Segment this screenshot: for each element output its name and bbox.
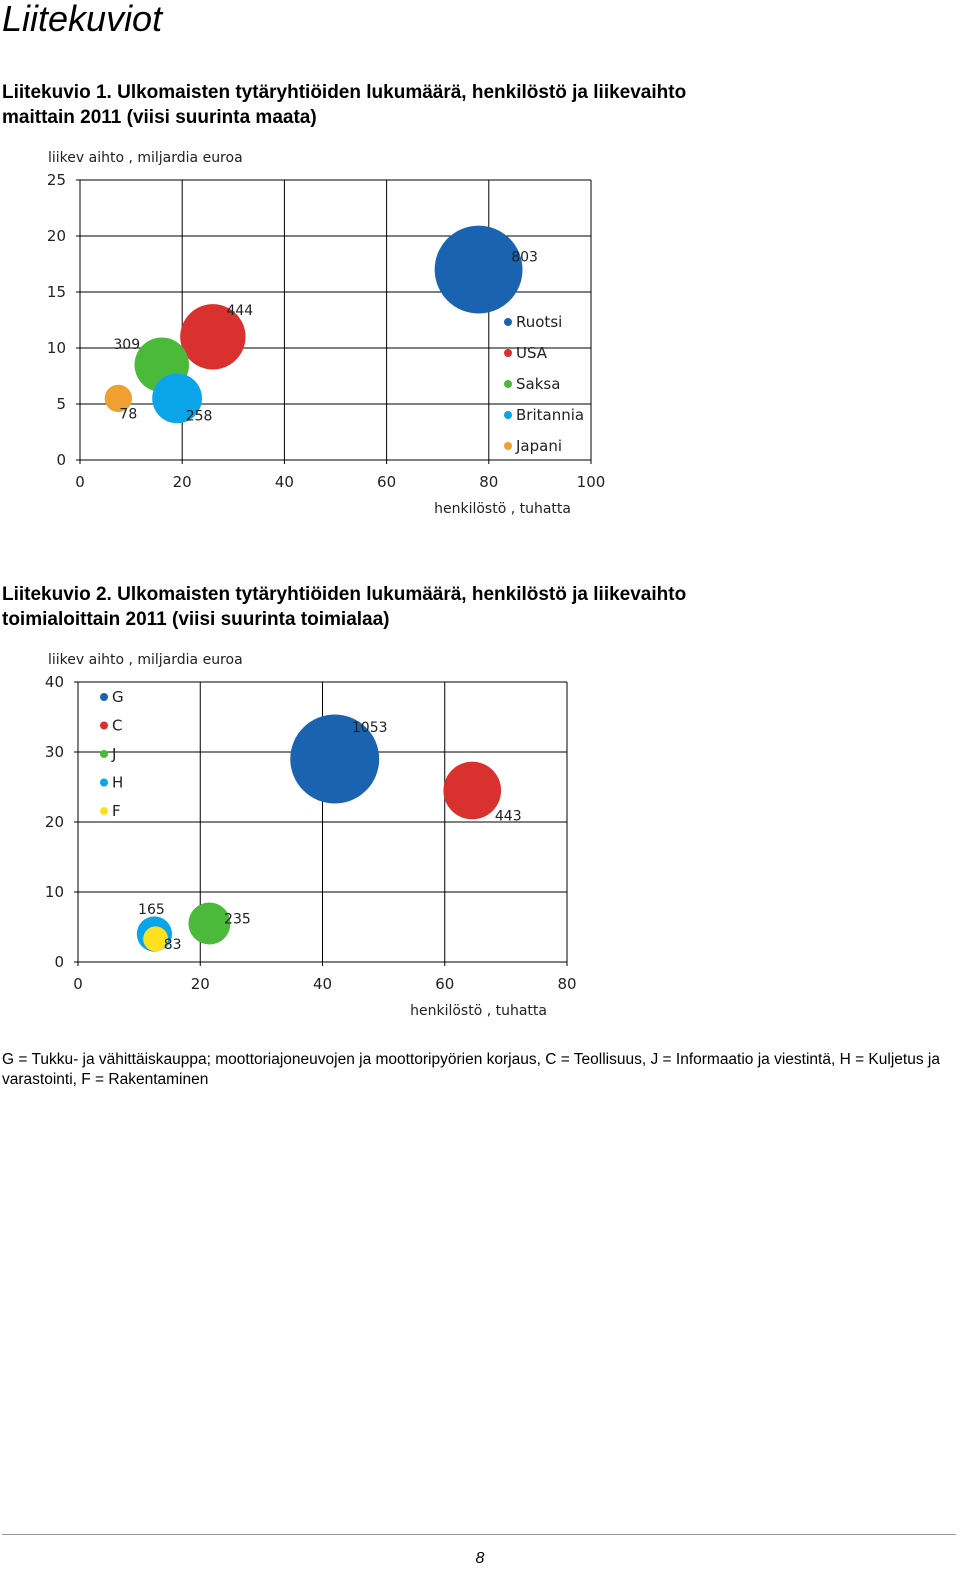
legend-marker bbox=[100, 807, 108, 815]
figure-2-caption: Liitekuvio 2. Ulkomaisten tytäryhtiöiden… bbox=[2, 582, 702, 632]
bubble-label: 444 bbox=[226, 303, 253, 319]
figure-2-label: Liitekuvio 2. bbox=[2, 584, 112, 605]
footer-divider bbox=[2, 1534, 956, 1535]
legend-entry: Ruotsi bbox=[516, 313, 562, 331]
legend-marker bbox=[504, 349, 512, 357]
legend-marker bbox=[100, 750, 108, 758]
legend-entry: F bbox=[112, 802, 121, 820]
x-tick-label: 80 bbox=[557, 975, 576, 993]
x-tick-label: 40 bbox=[275, 473, 294, 491]
legend-marker bbox=[100, 721, 108, 730]
bubble-j bbox=[188, 902, 231, 945]
y-tick-label: 30 bbox=[45, 743, 64, 761]
x-tick-label: 100 bbox=[577, 473, 606, 491]
legend-entry: Japani bbox=[515, 437, 562, 455]
legend-marker bbox=[100, 693, 108, 701]
x-tick-label: 0 bbox=[75, 473, 85, 491]
y-tick-label: 10 bbox=[45, 883, 64, 901]
y-tick-label: 40 bbox=[45, 673, 64, 691]
legend-entry: C bbox=[112, 717, 122, 735]
bubble-label: 78 bbox=[119, 406, 137, 422]
legend-entry: G bbox=[112, 688, 124, 706]
figure-1-label: Liitekuvio 1. bbox=[2, 82, 112, 103]
x-tick-label: 20 bbox=[191, 975, 210, 993]
page-number: 8 bbox=[475, 1550, 485, 1567]
x-tick-label: 60 bbox=[377, 473, 396, 491]
y-tick-label: 10 bbox=[47, 339, 66, 357]
bubble-label: 258 bbox=[186, 408, 213, 424]
y-axis-label: liikev aihto , miljardia euroa bbox=[48, 150, 243, 166]
bubble-label: 309 bbox=[113, 337, 140, 353]
bubble-label: 443 bbox=[495, 809, 522, 825]
page-title: Liitekuviot bbox=[2, 0, 163, 39]
y-tick-label: 20 bbox=[47, 227, 66, 245]
bubble-label: 1053 bbox=[352, 720, 388, 736]
legend-marker bbox=[504, 318, 512, 326]
figure-1-caption: Liitekuvio 1. Ulkomaisten tytäryhtiöiden… bbox=[2, 80, 702, 130]
legend-marker bbox=[100, 778, 108, 787]
bubble-ruotsi bbox=[434, 225, 523, 314]
legend-entry: J bbox=[111, 745, 116, 763]
y-tick-label: 15 bbox=[47, 283, 66, 301]
y-tick-label: 5 bbox=[56, 395, 66, 413]
bubble-label: 165 bbox=[138, 902, 165, 918]
legend-marker bbox=[504, 411, 512, 419]
x-axis-label: henkilöstö , tuhatta bbox=[410, 1003, 547, 1019]
y-tick-label: 0 bbox=[54, 953, 64, 971]
industry-abbreviation-note: G = Tukku- ja vähittäiskauppa; moottoria… bbox=[2, 1051, 940, 1088]
x-tick-label: 80 bbox=[479, 473, 498, 491]
legend-marker bbox=[504, 442, 512, 450]
x-tick-label: 60 bbox=[435, 975, 454, 993]
legend-marker bbox=[504, 380, 512, 388]
figure-1-caption-text: Ulkomaisten tytäryhtiöiden lukumäärä, he… bbox=[2, 82, 687, 128]
bubble-chart-countries: liikev aihto , miljardia euroa 0 20 40 60 80 1… bbox=[47, 150, 606, 517]
x-axis-label: henkilöstö , tuhatta bbox=[434, 501, 571, 517]
legend-entry: Britannia bbox=[516, 406, 584, 424]
legend-entry: Saksa bbox=[516, 375, 560, 393]
bubble-label: 235 bbox=[224, 912, 251, 928]
bubble-japani bbox=[104, 384, 133, 413]
bubble-label: 83 bbox=[164, 937, 182, 953]
bubble-c bbox=[443, 761, 502, 820]
y-tick-label: 25 bbox=[47, 171, 66, 189]
y-axis-label: liikev aihto , miljardia euroa bbox=[48, 652, 243, 668]
bubble-usa bbox=[180, 304, 246, 370]
x-tick-label: 20 bbox=[173, 473, 192, 491]
y-tick-label: 20 bbox=[45, 813, 64, 831]
bubble-chart-industries: liikev aihto , miljardia euroa 0 20 40 60 80 0… bbox=[45, 652, 577, 1019]
bubble-f bbox=[143, 926, 169, 952]
legend-entry: H bbox=[112, 774, 123, 792]
y-tick-label: 0 bbox=[56, 451, 66, 469]
bubble-britannia bbox=[152, 373, 202, 424]
bubble-label: 803 bbox=[511, 250, 538, 266]
x-tick-label: 0 bbox=[73, 975, 83, 993]
legend-entry: USA bbox=[516, 344, 548, 362]
figure-2-caption-text: Ulkomaisten tytäryhtiöiden lukumäärä, he… bbox=[2, 584, 687, 630]
bubble-g bbox=[290, 714, 380, 804]
x-tick-label: 40 bbox=[313, 975, 332, 993]
